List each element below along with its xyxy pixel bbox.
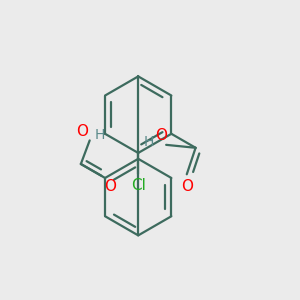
Text: Cl: Cl [131, 178, 146, 193]
Text: O: O [156, 128, 168, 143]
Text: H: H [95, 128, 105, 142]
Text: H: H [144, 135, 154, 149]
Text: O: O [181, 179, 193, 194]
Text: O: O [104, 179, 116, 194]
Text: O: O [76, 124, 88, 139]
